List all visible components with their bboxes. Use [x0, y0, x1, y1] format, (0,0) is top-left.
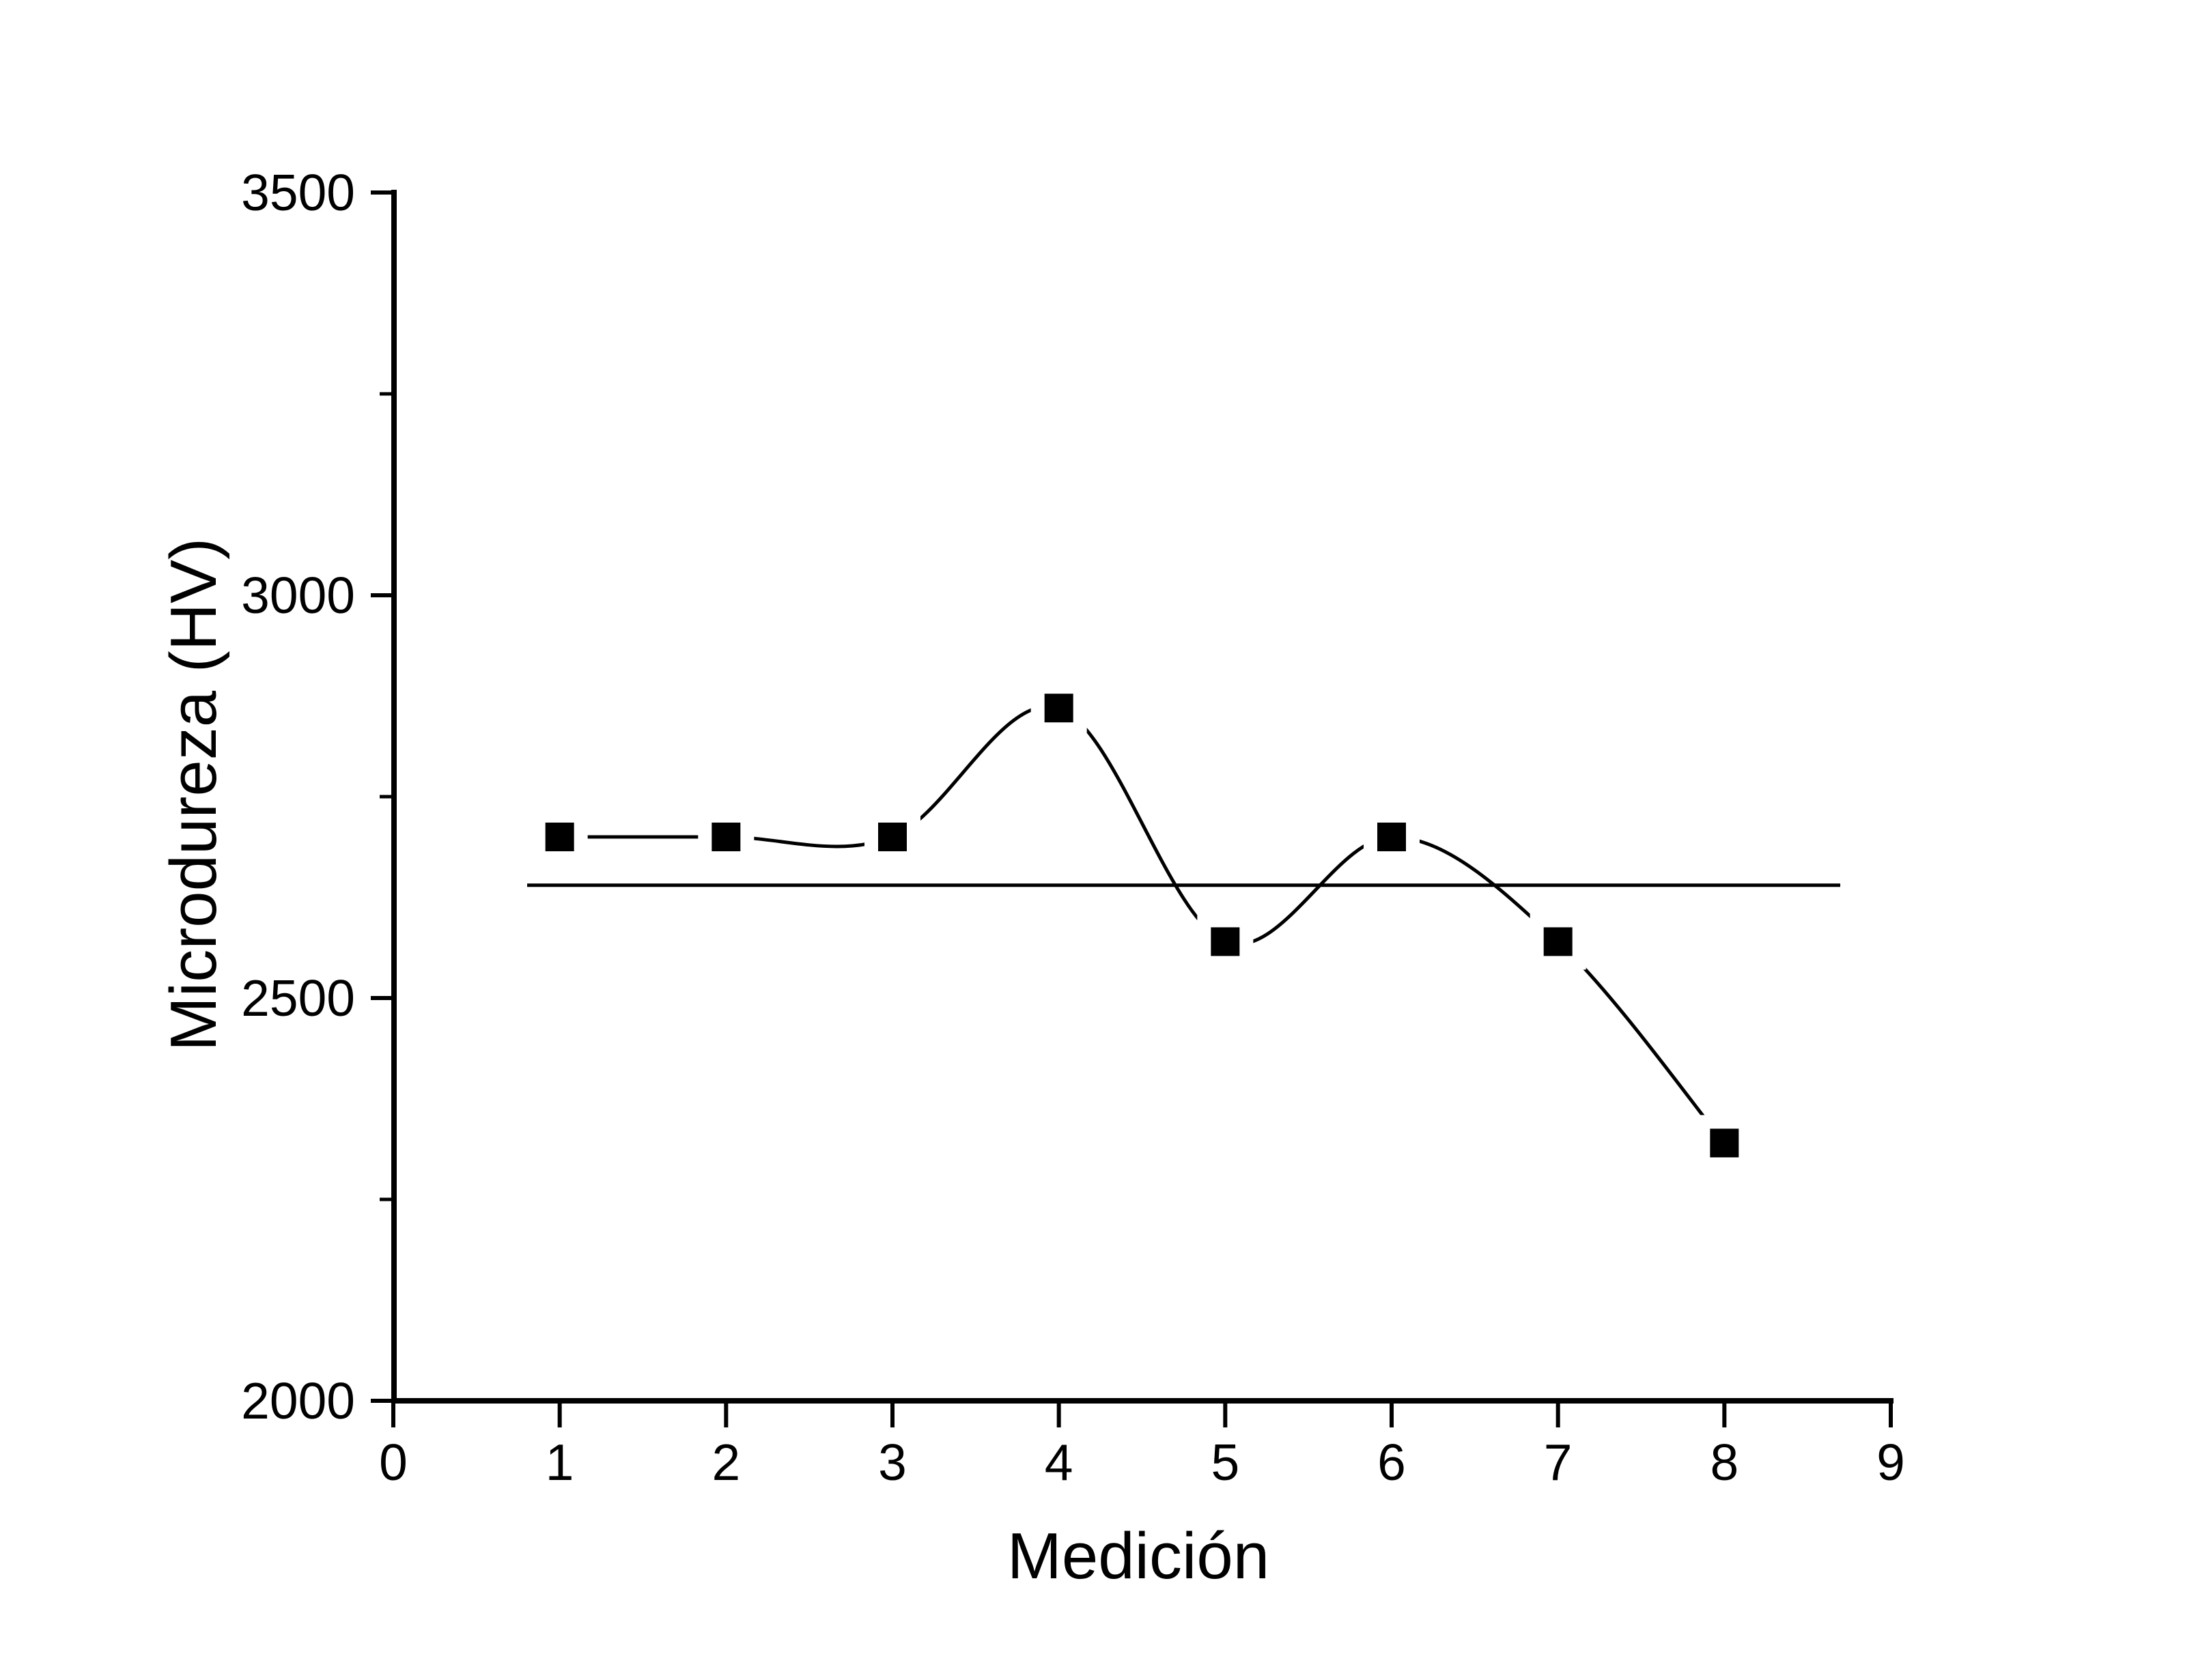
y-tick-label: 2500: [241, 969, 355, 1027]
data-point-marker: [878, 823, 907, 851]
x-tick-label: 3: [878, 1434, 907, 1491]
x-tick-label: 1: [546, 1434, 574, 1491]
chart-generated-layer: 3500 3000 2500 2000 0 1 2 3 4 5 6 7 8 9: [241, 164, 1905, 1491]
data-point-marker: [1710, 1128, 1739, 1158]
x-tick-label: 4: [1045, 1434, 1073, 1491]
y-axis-title: Microdureza (HV): [157, 538, 230, 1051]
x-axis-title: Medición: [1007, 1520, 1269, 1593]
x-tick-label: 8: [1710, 1434, 1738, 1491]
x-tick-label: 2: [712, 1434, 740, 1491]
x-tick-label: 6: [1377, 1434, 1406, 1491]
x-tick-label: 5: [1211, 1434, 1239, 1491]
data-point-marker: [1543, 927, 1573, 956]
data-point-marker: [1211, 927, 1240, 956]
data-point-marker: [1377, 823, 1406, 851]
data-point-marker: [712, 823, 741, 851]
y-tick-label: 3500: [241, 164, 355, 221]
y-tick-label: 3000: [241, 567, 355, 624]
y-tick-label: 2000: [241, 1372, 355, 1429]
x-tick-label: 9: [1876, 1434, 1905, 1491]
x-tick-label: 7: [1544, 1434, 1573, 1491]
x-tick-label: 0: [379, 1434, 408, 1491]
data-point-marker: [1044, 694, 1073, 723]
data-point-marker: [545, 823, 574, 851]
